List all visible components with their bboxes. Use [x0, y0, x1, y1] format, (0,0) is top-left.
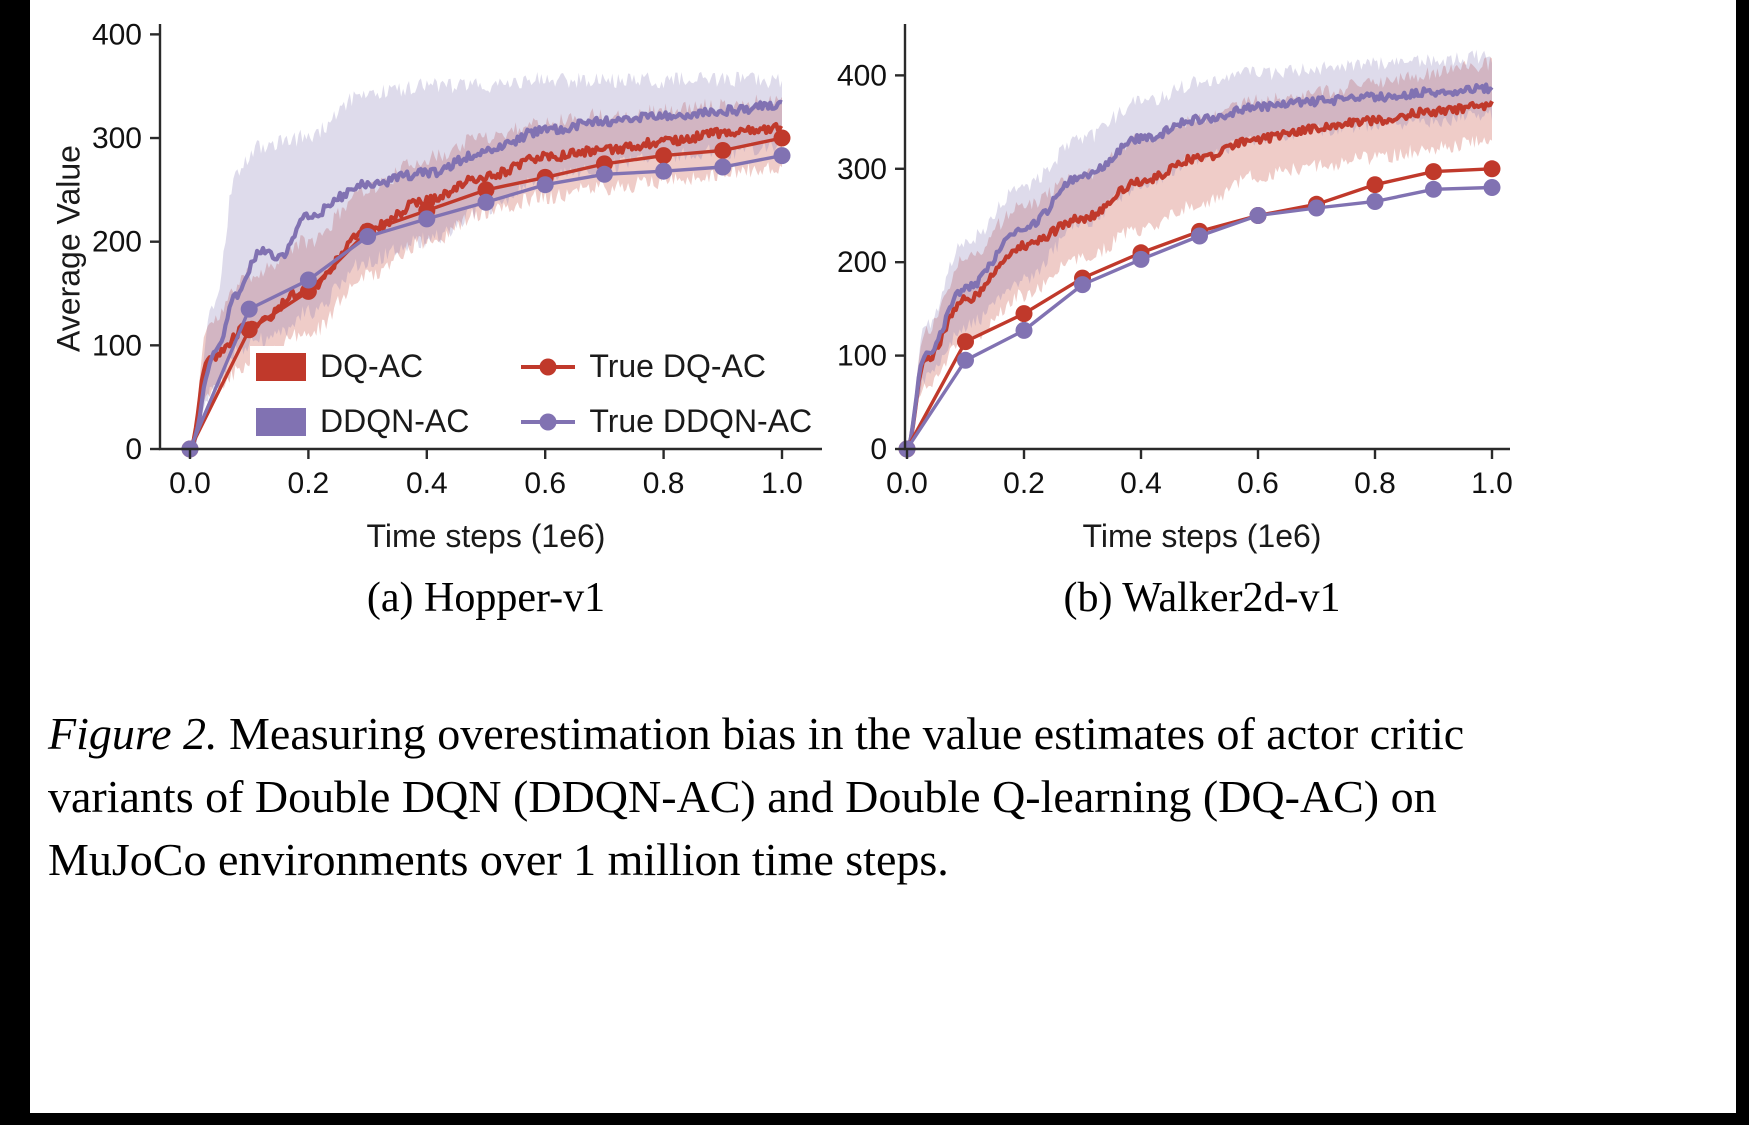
letterbox-bottom	[0, 1113, 1749, 1125]
subcaption-b: (b) Walker2d-v1	[1063, 575, 1341, 621]
ddqn-ac-patch-swatch	[256, 407, 306, 436]
svg-text:1.0: 1.0	[1471, 467, 1513, 500]
svg-text:1.0: 1.0	[761, 467, 803, 500]
svg-text:100: 100	[92, 329, 142, 362]
svg-text:300: 300	[92, 122, 142, 155]
legend-entry-true-dq-ac: True DQ-AC	[521, 348, 812, 385]
svg-text:0: 0	[125, 433, 142, 466]
chart-walker2d: 0 100 200 300 400 0.0 0.2 0.4 0.6 0.8 1.0	[837, 24, 1513, 500]
legend-entry-dq-ac: DQ-AC	[256, 348, 469, 385]
legend-entry-ddqn-ac: DDQN-AC	[256, 403, 469, 440]
dq-ac-patch-swatch	[256, 352, 306, 381]
figure-caption: Figure 2. Measuring overestimation bias …	[48, 702, 1568, 891]
svg-text:100: 100	[837, 340, 887, 373]
true-ddqn-ac-line-dot-swatch	[521, 408, 576, 436]
svg-text:0.4: 0.4	[1120, 467, 1162, 500]
svg-text:0.8: 0.8	[1354, 467, 1396, 500]
svg-text:200: 200	[92, 226, 142, 259]
letterbox-right	[1736, 0, 1749, 1125]
svg-text:0.2: 0.2	[288, 467, 330, 500]
legend: DQ-AC DDQN-AC True DQ-AC True DDQN-AC	[250, 346, 819, 442]
svg-text:400: 400	[837, 59, 887, 92]
x-axis-label-a: Time steps (1e6)	[366, 518, 606, 554]
svg-text:0.8: 0.8	[643, 467, 685, 500]
svg-text:0.6: 0.6	[524, 467, 566, 500]
legend-label-true-dq-ac: True DQ-AC	[589, 348, 766, 384]
figure-caption-prefix: Figure 2.	[48, 708, 218, 759]
svg-text:0.0: 0.0	[886, 467, 928, 500]
figure-caption-text: Measuring overestimation bias in the val…	[48, 708, 1465, 885]
legend-label-dq-ac: DQ-AC	[320, 348, 424, 384]
legend-label-true-ddqn-ac: True DDQN-AC	[589, 403, 813, 439]
svg-text:200: 200	[837, 246, 887, 279]
letterbox-left	[0, 0, 30, 1125]
x-axis-label-b: Time steps (1e6)	[1082, 518, 1322, 554]
svg-text:0.0: 0.0	[169, 467, 211, 500]
legend-label-ddqn-ac: DDQN-AC	[320, 403, 470, 439]
legend-entry-true-ddqn-ac: True DDQN-AC	[521, 403, 812, 440]
svg-text:0.2: 0.2	[1003, 467, 1045, 500]
y-axis-label: Average Value	[50, 145, 87, 352]
svg-text:400: 400	[92, 18, 142, 51]
true-dq-ac-line-dot-swatch	[521, 353, 576, 381]
svg-text:0: 0	[870, 433, 887, 466]
chart-hopper: 0 100 200 300 400 0.0 0.2 0.4 0.6 0.8 1.0	[92, 18, 822, 500]
subcaption-a: (a) Hopper-v1	[366, 575, 606, 621]
svg-text:0.6: 0.6	[1237, 467, 1279, 500]
svg-text:300: 300	[837, 153, 887, 186]
svg-text:0.4: 0.4	[406, 467, 448, 500]
